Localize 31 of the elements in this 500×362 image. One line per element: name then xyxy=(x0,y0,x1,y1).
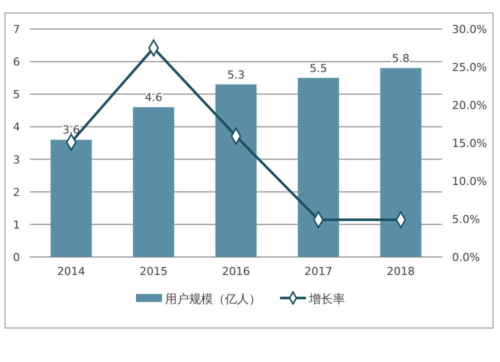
y2-tick-label: 20.0% xyxy=(452,99,487,112)
y-tick-label: 6 xyxy=(13,56,20,69)
x-tick-label: 2015 xyxy=(140,265,168,278)
y2-tick-label: 0.0% xyxy=(452,251,480,264)
bar xyxy=(50,140,92,257)
data-label: 5.5 xyxy=(310,62,328,75)
data-label: 4.6 xyxy=(144,91,162,104)
bar xyxy=(215,84,257,257)
y2-tick-label: 25.0% xyxy=(452,61,487,74)
x-tick-label: 2016 xyxy=(222,265,250,278)
legend-label: 增长率 xyxy=(308,292,345,306)
bar xyxy=(380,68,422,257)
bar xyxy=(133,107,174,257)
x-tick-label: 2017 xyxy=(304,265,332,278)
y2-tick-label: 10.0% xyxy=(452,175,487,188)
y2-tick-label: 15.0% xyxy=(452,137,487,150)
y-tick-label: 3 xyxy=(13,153,20,166)
y2-tick-label: 5.0% xyxy=(452,213,480,226)
data-label: 3.6 xyxy=(62,124,80,137)
y-tick-label: 7 xyxy=(13,23,20,36)
y-tick-label: 0 xyxy=(13,251,20,264)
data-label: 5.3 xyxy=(227,68,245,82)
legend-label: 用户规模（亿人） xyxy=(165,292,261,306)
bar xyxy=(298,78,339,257)
y2-tick-label: 30.0% xyxy=(452,23,487,36)
x-tick-label: 2014 xyxy=(57,265,86,278)
y-tick-label: 1 xyxy=(13,218,20,232)
y-tick-label: 2 xyxy=(13,186,20,199)
x-tick-label: 2018 xyxy=(386,265,415,278)
y-tick-label: 4 xyxy=(13,120,20,134)
y-tick-label: 5 xyxy=(13,88,20,102)
